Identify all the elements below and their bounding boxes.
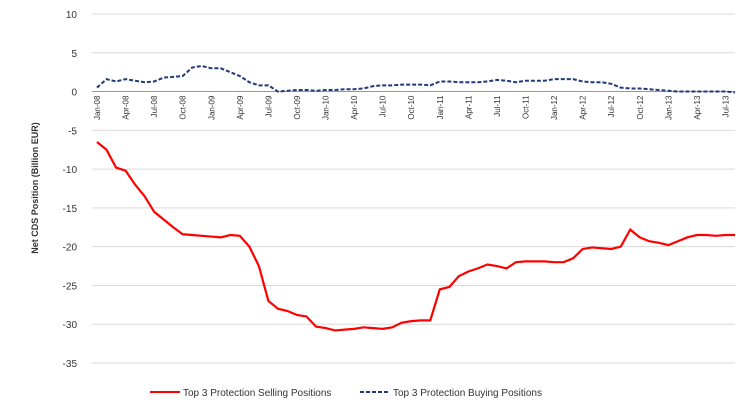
x-tick-label: Jan-13 (664, 95, 673, 120)
legend-label: Top 3 Protection Buying Positions (393, 388, 542, 399)
x-tick-label: Apr-10 (350, 95, 359, 120)
legend-label: Top 3 Protection Selling Positions (183, 388, 331, 399)
y-tick-label: -35 (63, 359, 78, 370)
x-tick-label: Apr-13 (693, 95, 702, 120)
x-tick-label: Jan-09 (207, 95, 216, 120)
y-tick-label: -5 (68, 126, 77, 137)
series-line (96, 141, 735, 332)
x-tick-label: Jul-09 (264, 95, 273, 117)
y-tick-label: 0 (71, 88, 77, 99)
y-axis-label: Net CDS Position (Billion EUR) (30, 122, 40, 254)
x-tick-label: Jul-08 (150, 95, 159, 117)
x-tick-label: Jan-11 (436, 95, 445, 119)
x-tick-label: Oct-11 (522, 95, 531, 119)
x-tick-label: Oct-09 (293, 95, 302, 120)
y-tick-label: -15 (63, 204, 78, 215)
x-tick-label: Jan-08 (93, 95, 102, 120)
y-tick-label: -30 (63, 320, 78, 331)
x-tick-label: Oct-08 (179, 95, 188, 120)
y-tick-label: -20 (63, 243, 78, 254)
x-tick-label: Oct-12 (636, 95, 645, 120)
x-tick-label: Jul-13 (721, 95, 730, 117)
x-tick-label: Apr-09 (236, 95, 245, 120)
y-tick-label: 10 (66, 10, 78, 21)
y-tick-label: -25 (63, 281, 78, 292)
y-tick-label: -10 (63, 165, 78, 176)
x-tick-label: Apr-08 (122, 95, 131, 120)
x-tick-label: Jan-10 (322, 95, 331, 120)
x-tick-label: Jul-11 (493, 95, 502, 117)
x-tick-label: Apr-11 (464, 95, 473, 119)
x-tick-label: Jul-10 (379, 95, 388, 117)
x-tick-label: Jan-12 (550, 95, 559, 120)
x-tick-label: Oct-10 (407, 95, 416, 120)
x-tick-label: Apr-12 (579, 95, 588, 120)
series-line (96, 64, 736, 94)
y-tick-label: 5 (71, 49, 77, 60)
x-tick-label: Jul-12 (607, 95, 616, 117)
